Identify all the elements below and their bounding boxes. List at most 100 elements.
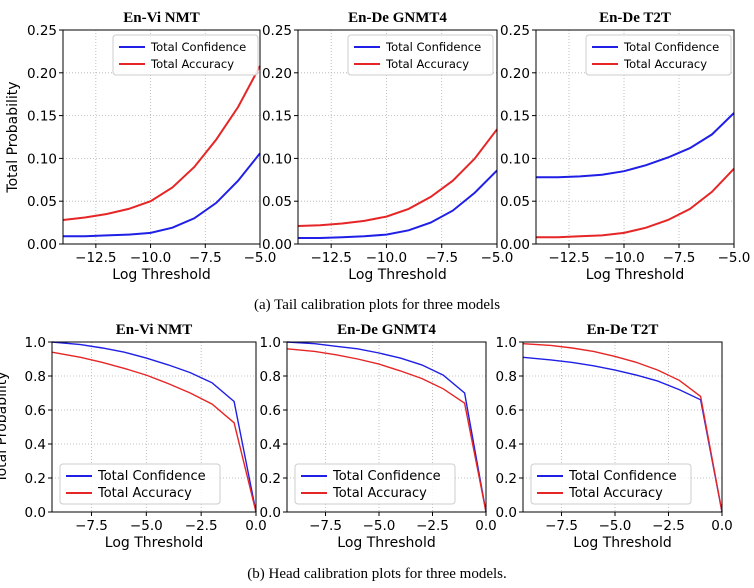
tick-label-y: 0.2 [496,471,517,487]
legend-label-accuracy: Total Accuracy [332,486,427,501]
chart-panel-head-1: −7.5 −5.0 −2.5 0.0 0.0 0.2 0.4 0.6 0.8 1.0 En-Vi N… [0,322,267,551]
x-axis-label: Log Threshold [586,267,684,283]
legend-label-confidence: Total Confidence [97,469,206,484]
legend: Total Confidence Total Accuracy [59,463,221,505]
tick-label-y: 0.2 [260,471,281,487]
tick-label-y: 0.15 [500,109,530,125]
tick-label-x: 0.0 [711,518,732,534]
tick-label-x: −7.5 [425,250,458,266]
tick-label-x: 0.0 [475,518,496,534]
plot-frame [297,29,498,245]
y-axis-label: Total Probability [0,371,10,483]
tick-label-y: 0.6 [496,403,517,419]
chart-panel-head-3: −7.5 −5.0 −2.5 0.0 0.0 0.2 0.4 0.6 0.8 1.0 En-De T… [496,322,733,551]
plot-frame [286,341,487,513]
tick-label-x: −5.0 [481,250,514,266]
tick-label-x: 0.0 [245,518,266,534]
chart-title: En-De GNMT4 [337,322,436,338]
tick-label-x: −5.0 [599,518,632,534]
caption-head: (b) Head calibration plots for three mod… [247,566,507,582]
tick-label-y: 0.25 [27,23,57,39]
series-line-confidence [536,112,735,179]
tick-label-y: 0.0 [25,505,46,521]
tick-label-y: 0.10 [500,151,530,167]
x-axis-label: Log Threshold [112,267,210,283]
x-axis-label: Log Threshold [337,535,435,551]
chart-panel-head-2: −7.5 −5.0 −2.5 0.0 0.0 0.2 0.4 0.6 0.8 1.0 En-De G… [260,322,497,551]
legend-box [347,34,494,76]
series-line-accuracy [536,168,735,239]
series-line-confidence [298,169,498,239]
tick-label-y: 0.00 [500,237,530,253]
tick-label-y: 0.2 [25,471,46,487]
tick-label-y: 0.6 [260,403,281,419]
tick-label-y: 0.05 [262,194,292,210]
tick-label-x: −7.5 [189,250,222,266]
plot-frame [522,341,723,513]
plot-frame [51,341,257,513]
tick-label-x: −7.5 [75,518,108,534]
tick-label-x: −12.5 [75,250,116,266]
series-line-accuracy [62,65,261,221]
legend-box [530,463,692,505]
legend-label-accuracy: Total Accuracy [97,486,192,501]
chart-panel-tail-3: −12.5 −10.0 −7.5 −5.0 0.00 0.05 0.10 0.15 0.20 0.… [500,10,750,283]
x-axis-label: Log Threshold [348,267,446,283]
tick-label-y: 0.00 [262,237,292,253]
chart-title: En-De GNMT4 [348,10,447,26]
tick-label-x: −10.0 [366,250,407,266]
legend: Total Confidence Total Accuracy [347,34,494,76]
tick-label-y: 0.05 [500,194,530,210]
chart-title: En-Vi NMT [116,322,193,338]
tick-label-y: 0.05 [27,194,57,210]
tick-label-x: −10.0 [603,250,644,266]
x-axis-label: Log Threshold [573,535,671,551]
tick-label-y: 0.6 [25,403,46,419]
tick-label-y: 0.25 [500,23,530,39]
legend: Total Confidence Total Accuracy [294,463,456,505]
legend-label-confidence: Total Confidence [150,40,246,54]
tick-label-x: −5.0 [130,518,163,534]
tick-label-y: 0.20 [262,66,292,82]
tick-label-y: 0.4 [260,437,281,453]
tick-label-y: 0.10 [27,151,57,167]
tick-label-x: −2.5 [416,518,449,534]
tick-label-y: 0.10 [262,151,292,167]
legend-label-confidence: Total Confidence [568,469,677,484]
tick-label-y: 0.20 [27,66,57,82]
tick-label-x: −10.0 [130,250,171,266]
chart-title: En-De T2T [599,10,671,26]
chart-panel-tail-1: −12.5 −10.0 −7.5 −5.0 0.00 0.05 0.10 0.15 0.20 0.… [5,10,276,283]
tick-label-y: 0.15 [27,109,57,125]
tick-label-y: 0.0 [260,505,281,521]
legend-box [112,34,259,76]
tick-label-x: −5.0 [244,250,277,266]
legend-label-accuracy: Total Accuracy [150,57,234,71]
series-line-accuracy [286,348,487,513]
tick-label-y: 0.8 [25,369,46,385]
x-axis-label: Log Threshold [105,535,203,551]
legend-label-accuracy: Total Accuracy [385,57,469,71]
plot-frame [62,29,261,245]
tick-label-x: −7.5 [309,518,342,534]
series-line-confidence [522,356,723,513]
tick-label-y: 0.15 [262,109,292,125]
series-line-accuracy [51,351,257,513]
legend: Total Confidence Total Accuracy [530,463,692,505]
legend-label-accuracy: Total Accuracy [623,57,707,71]
series-line-accuracy [297,128,498,227]
tick-label-y: 0.20 [500,66,530,82]
tick-label-y: 0.8 [496,369,517,385]
tick-label-x: −7.5 [663,250,696,266]
tick-label-y: 0.8 [260,369,281,385]
tick-label-x: −12.5 [548,250,589,266]
chart-title: En-Vi NMT [123,10,200,26]
legend-label-accuracy: Total Accuracy [568,486,663,501]
series-line-accuracy [522,343,723,513]
legend-box [59,463,221,505]
series-line-confidence [51,341,257,513]
tick-label-y: 0.25 [262,23,292,39]
series-line-confidence [63,152,261,238]
tick-label-y: 0.0 [496,505,517,521]
